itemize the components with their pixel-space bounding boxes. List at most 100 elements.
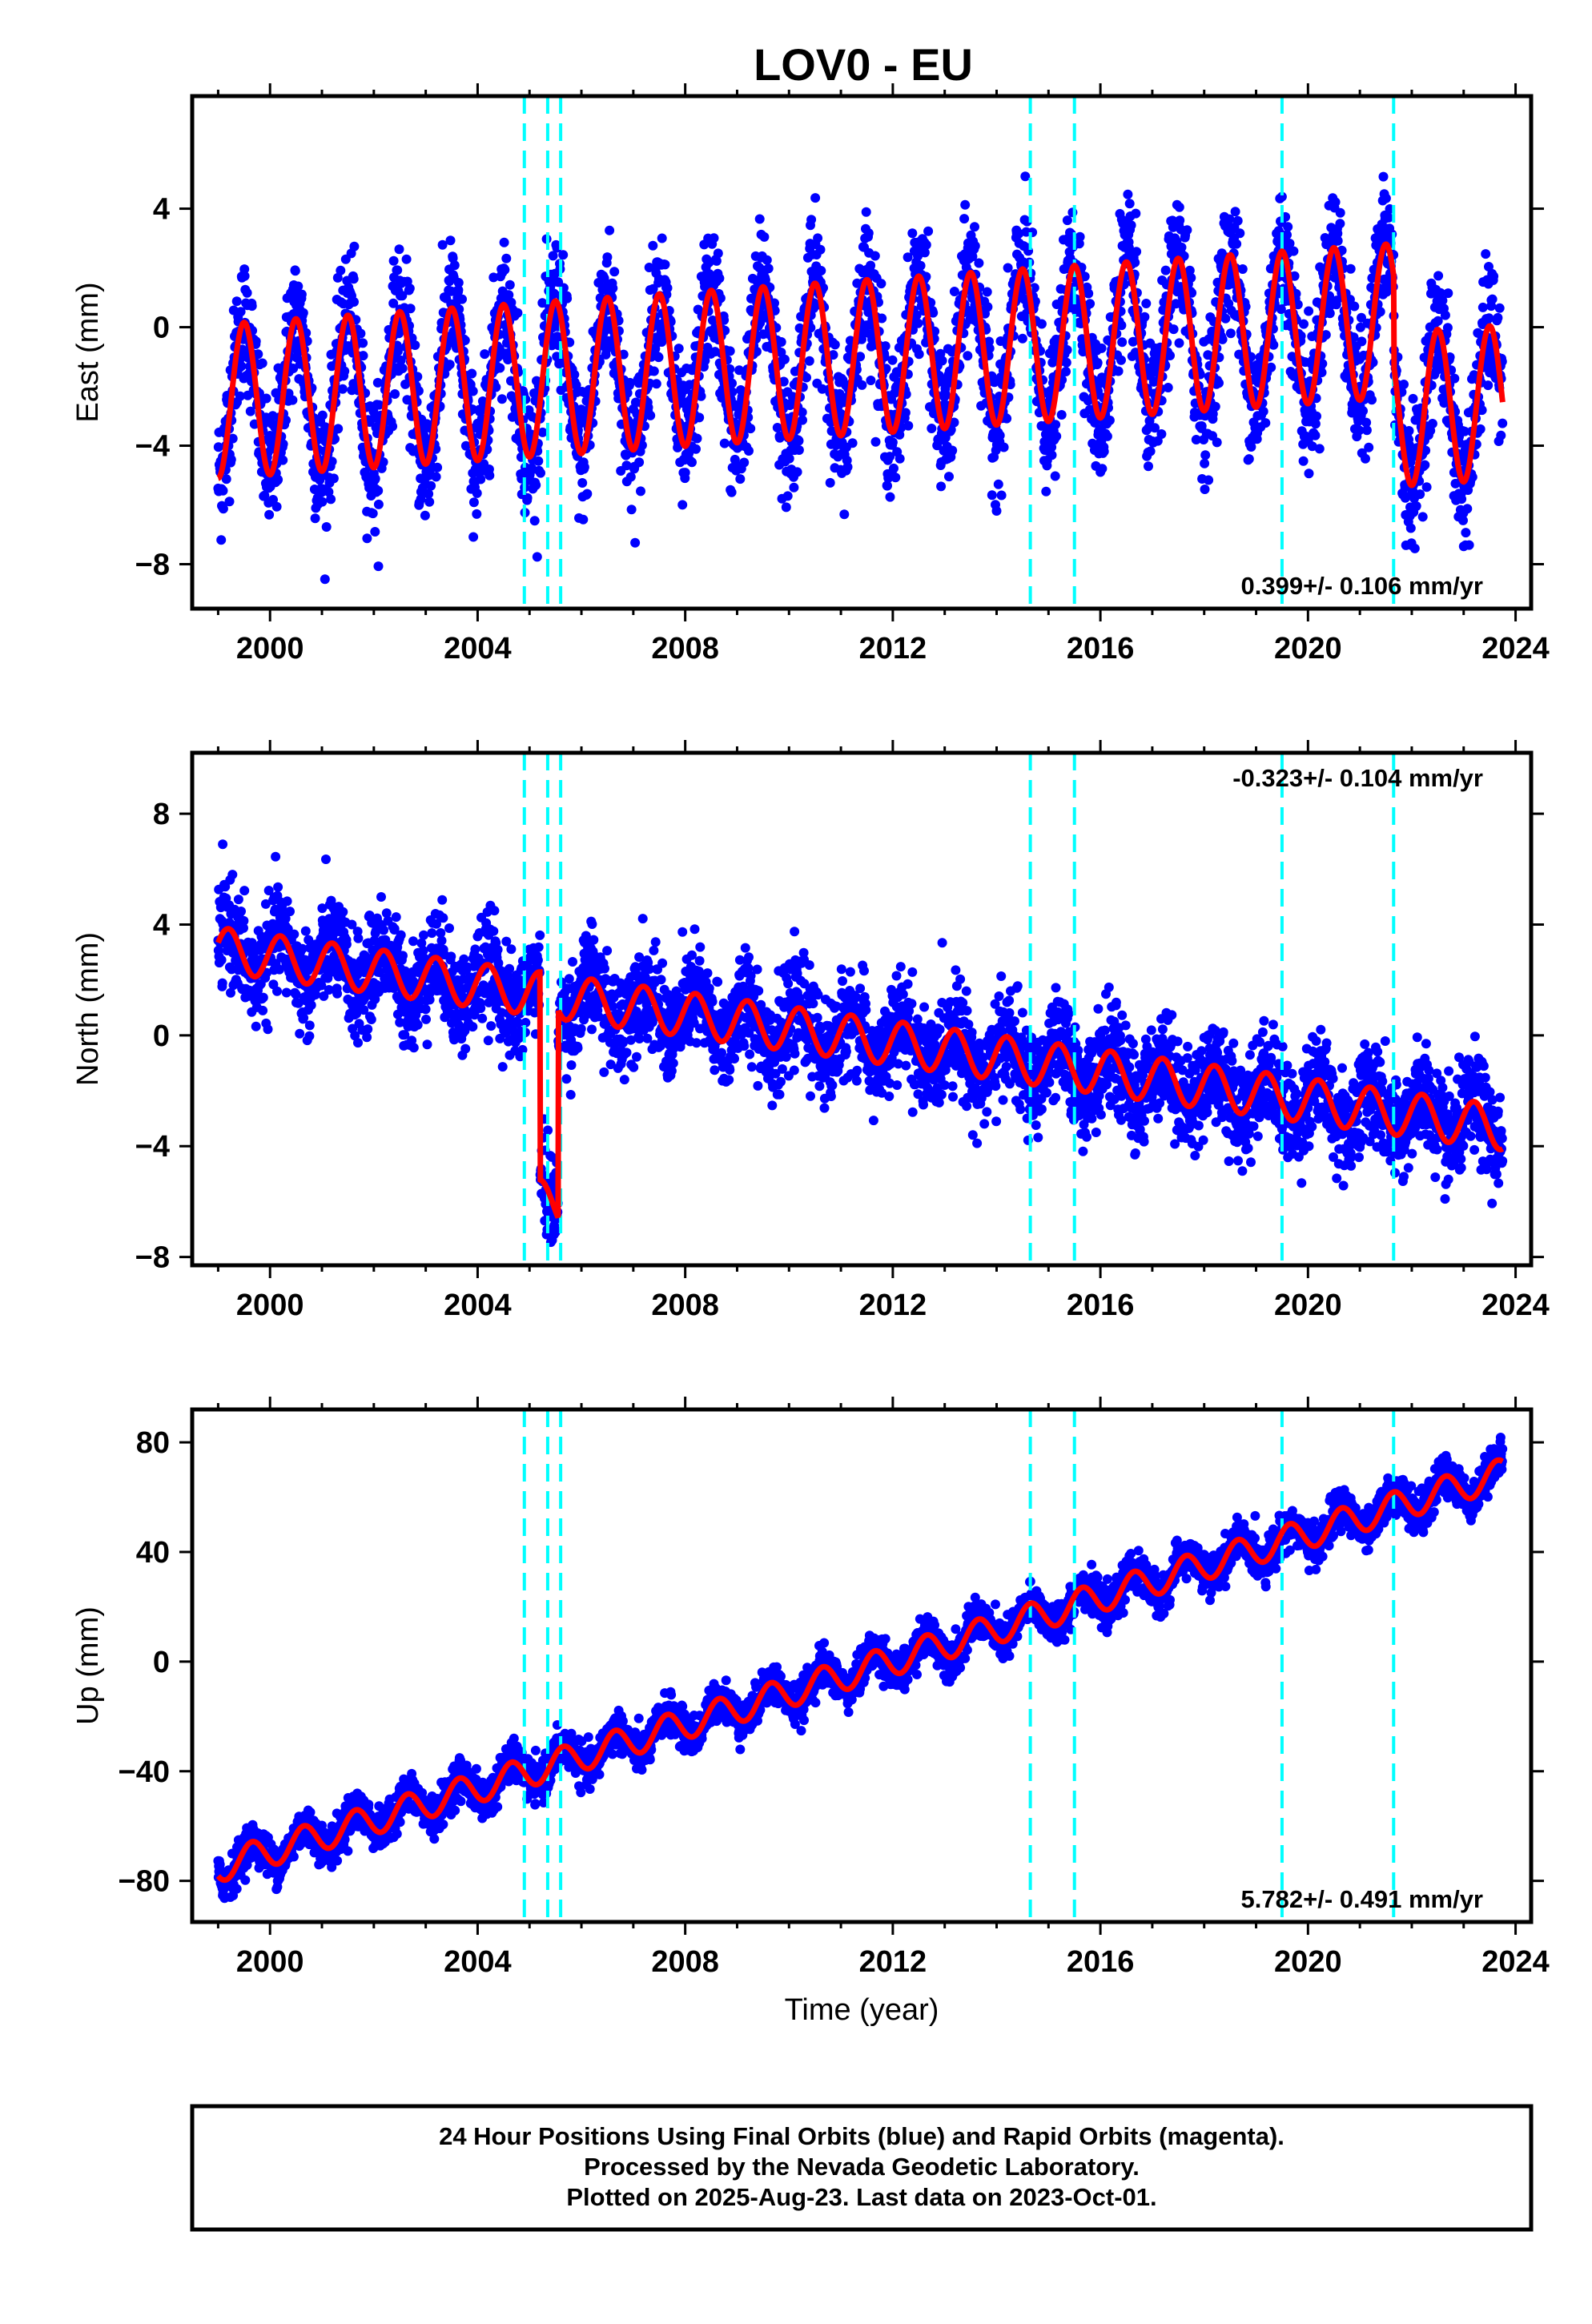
data-point xyxy=(213,442,223,452)
data-point xyxy=(224,497,235,507)
data-point xyxy=(326,494,336,505)
data-point xyxy=(300,926,311,936)
data-point xyxy=(349,241,360,251)
data-point xyxy=(376,892,386,902)
data-point xyxy=(673,344,684,354)
data-point xyxy=(1200,450,1211,460)
data-point xyxy=(625,377,635,388)
data-point xyxy=(1041,486,1051,497)
data-point xyxy=(1097,464,1108,474)
data-point xyxy=(1462,504,1473,514)
data-point xyxy=(366,1015,376,1024)
data-point xyxy=(651,379,661,389)
data-point xyxy=(1381,193,1391,203)
data-point xyxy=(304,1020,315,1031)
data-point xyxy=(894,429,905,440)
data-point xyxy=(1145,446,1156,456)
data-point xyxy=(1333,235,1343,246)
data-point xyxy=(1176,242,1187,252)
data-point xyxy=(533,456,544,466)
data-point xyxy=(582,489,593,499)
data-point xyxy=(815,244,826,255)
data-point xyxy=(1232,239,1242,249)
data-point xyxy=(422,1039,432,1050)
data-point xyxy=(830,340,840,350)
data-point xyxy=(391,912,401,923)
chart-title: LOV0 - EU xyxy=(754,39,973,90)
data-point xyxy=(431,472,441,482)
data-point xyxy=(259,490,270,501)
velocity-rate: 0.399+/- 0.106 mm/yr xyxy=(1241,572,1483,600)
data-point xyxy=(472,488,482,498)
data-point xyxy=(1330,197,1341,207)
data-point xyxy=(348,274,359,284)
data-point xyxy=(532,552,542,562)
x-tick-label: 2024 xyxy=(1481,632,1550,665)
data-point xyxy=(1212,437,1222,448)
data-point xyxy=(396,930,406,940)
north-panel: 2000 2004 2008 2012 2016 2020 2024−8−4048North… xyxy=(71,740,1550,1322)
data-point xyxy=(416,494,426,505)
data-point xyxy=(328,473,339,484)
data-point xyxy=(1050,471,1060,481)
data-point xyxy=(239,886,250,896)
data-point xyxy=(373,485,384,496)
data-point xyxy=(424,489,434,499)
data-point xyxy=(239,271,250,281)
data-point xyxy=(419,930,428,940)
data-point xyxy=(1304,468,1314,479)
data-point xyxy=(271,851,281,862)
data-point xyxy=(577,478,588,488)
data-point xyxy=(522,493,533,503)
data-point xyxy=(571,380,581,390)
data-point xyxy=(1056,410,1067,420)
data-point xyxy=(390,389,400,399)
data-point xyxy=(397,291,408,301)
data-point xyxy=(727,378,737,388)
data-point xyxy=(1349,301,1360,312)
data-point xyxy=(388,255,399,266)
data-point xyxy=(1232,215,1243,226)
x-tick-label: 2000 xyxy=(236,632,304,665)
data-point xyxy=(500,264,510,275)
data-point xyxy=(278,439,288,449)
data-point xyxy=(282,896,292,907)
data-point xyxy=(885,452,895,462)
data-point xyxy=(1174,202,1184,212)
data-point xyxy=(413,386,424,396)
data-point xyxy=(636,486,645,497)
data-point xyxy=(1258,406,1268,416)
data-point xyxy=(1387,229,1397,239)
data-point xyxy=(392,346,403,356)
position-points xyxy=(213,839,1508,1248)
data-point xyxy=(298,308,308,318)
data-point xyxy=(491,382,501,392)
data-point xyxy=(1096,343,1107,353)
data-point xyxy=(227,870,238,880)
data-point xyxy=(970,241,980,251)
data-point xyxy=(911,310,922,320)
data-point xyxy=(1036,319,1047,329)
data-point xyxy=(711,255,722,266)
data-point xyxy=(1020,171,1031,182)
data-point xyxy=(927,424,937,433)
data-point xyxy=(772,423,782,432)
data-point xyxy=(866,376,876,385)
data-point xyxy=(993,479,1003,489)
data-point xyxy=(368,509,378,519)
data-point xyxy=(1051,431,1062,441)
data-point xyxy=(1083,288,1094,299)
data-point xyxy=(662,283,673,293)
data-point xyxy=(467,368,477,379)
data-point xyxy=(216,955,227,965)
data-point xyxy=(694,412,705,423)
data-point xyxy=(713,248,723,259)
data-point xyxy=(813,233,823,243)
data-point xyxy=(231,296,242,307)
plot-area xyxy=(213,753,1508,1265)
data-point xyxy=(261,393,271,404)
data-point xyxy=(782,491,793,501)
data-point xyxy=(1117,337,1128,348)
data-point xyxy=(762,255,772,265)
data-point xyxy=(537,427,548,437)
